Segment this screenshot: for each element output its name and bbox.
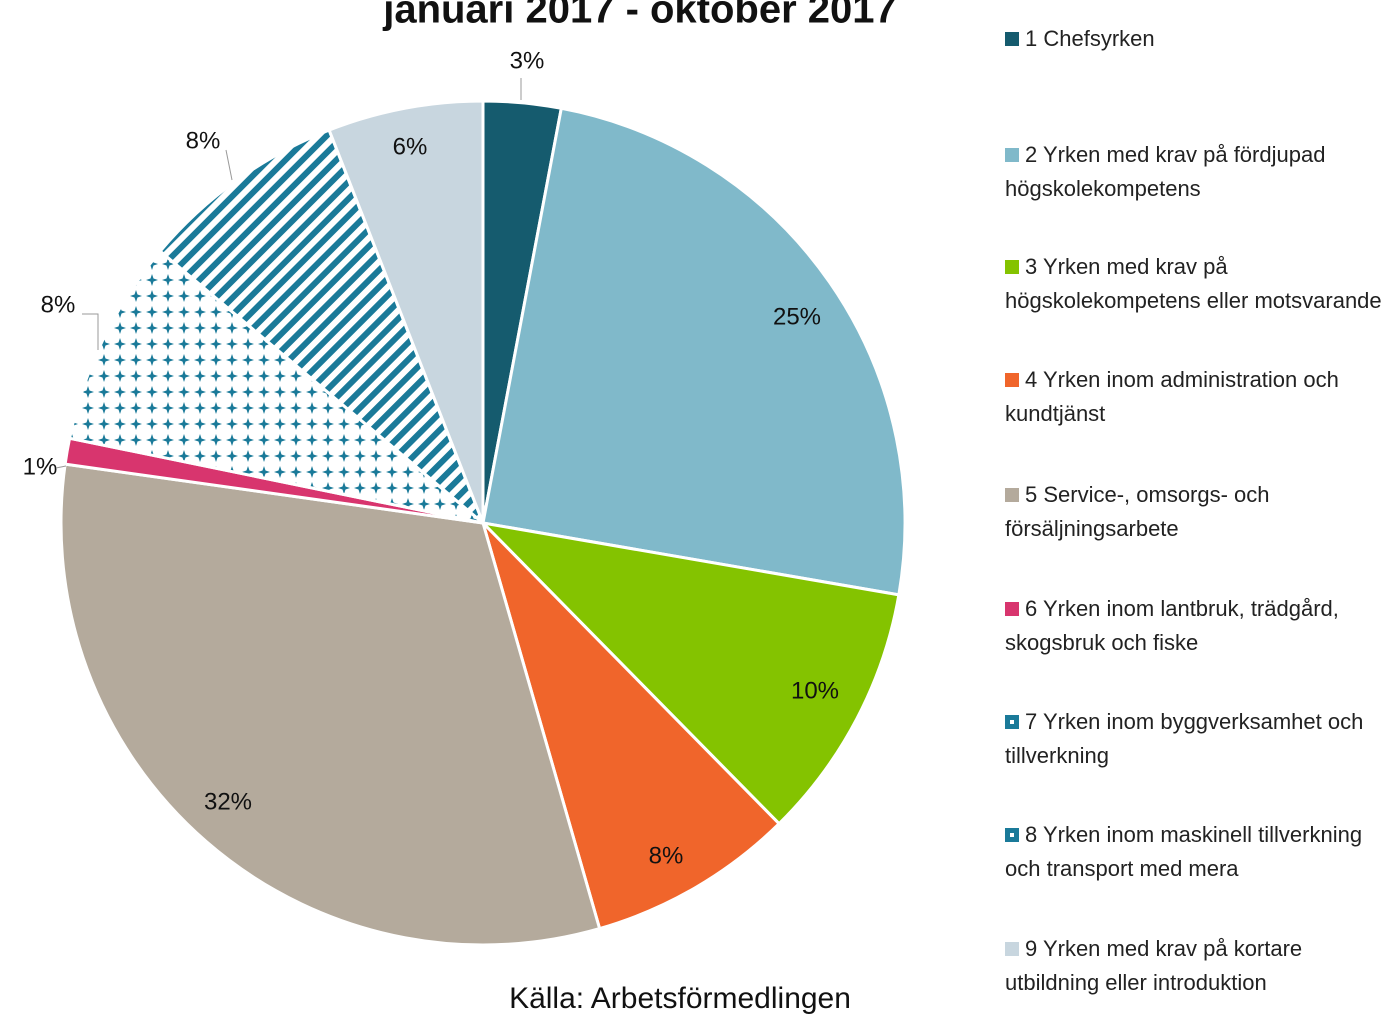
legend-swatch: [1005, 602, 1019, 616]
legend-label: 8 Yrken inom maskinell tillverkning och …: [1005, 822, 1363, 881]
legend-label: 7 Yrken inom byggverksamhet och tillverk…: [1005, 709, 1364, 768]
leader-line: [225, 149, 233, 181]
leader-line: [82, 313, 99, 350]
legend-swatch: [1005, 148, 1019, 162]
chart-title: januari 2017 - oktober 2017: [382, 0, 897, 32]
legend-item: 1 Chefsyrken: [1005, 22, 1390, 56]
data-label: 6%: [393, 133, 428, 160]
data-label: 8%: [186, 127, 221, 154]
legend-swatch: [1005, 32, 1019, 46]
legend-swatch: [1005, 373, 1019, 387]
data-label: 8%: [649, 842, 684, 869]
data-label: 10%: [791, 677, 839, 704]
data-label: 1%: [23, 453, 58, 480]
legend-label: 5 Service-, omsorgs- och försäljningsarb…: [1005, 482, 1270, 541]
data-label: 3%: [510, 47, 545, 74]
legend-label: 2 Yrken med krav på fördjupad högskoleko…: [1005, 142, 1326, 201]
data-label: 8%: [41, 291, 76, 318]
pie-slice: [478, 520, 901, 826]
legend-item: 5 Service-, omsorgs- och försäljningsarb…: [1005, 478, 1390, 546]
data-label: 25%: [773, 303, 821, 330]
pie-slice: [158, 128, 485, 525]
leader-line: [55, 465, 67, 469]
legend-label: 1 Chefsyrken: [1025, 26, 1155, 51]
legend-item: 3 Yrken med krav på högskolekompetens el…: [1005, 250, 1390, 318]
legend-swatch: [1005, 942, 1019, 956]
pie-slice: [327, 99, 485, 524]
legend-item: 9 Yrken med krav på kortare utbildning e…: [1005, 932, 1390, 1000]
pie-slice: [59, 462, 602, 947]
pie-slice: [481, 521, 782, 931]
source: Källa: Arbetsförmedlingen: [509, 982, 851, 1015]
legend-label: 4 Yrken inom administration och kundtjän…: [1005, 367, 1339, 426]
pie-slice: [67, 249, 484, 525]
legend-label: 6 Yrken inom lantbruk, trädgård, skogsbr…: [1005, 596, 1339, 655]
pie-slice: [481, 106, 907, 597]
data-label: 32%: [204, 788, 252, 815]
legend-item: 2 Yrken med krav på fördjupad högskoleko…: [1005, 138, 1390, 206]
legend-swatch: [1005, 488, 1019, 502]
legend-label: 9 Yrken med krav på kortare utbildning e…: [1005, 936, 1303, 995]
legend-item: 7 Yrken inom byggverksamhet och tillverk…: [1005, 705, 1390, 773]
legend-swatch: [1005, 828, 1019, 842]
legend-item: 8 Yrken inom maskinell tillverkning och …: [1005, 818, 1390, 886]
legend-item: 6 Yrken inom lantbruk, trädgård, skogsbr…: [1005, 592, 1390, 660]
legend-swatch: [1005, 260, 1019, 274]
legend-label: 3 Yrken med krav på högskolekompetens el…: [1005, 254, 1382, 313]
leader-lines: [55, 78, 522, 469]
legend-item: 4 Yrken inom administration och kundtjän…: [1005, 363, 1390, 431]
legend-swatch: [1005, 715, 1019, 729]
